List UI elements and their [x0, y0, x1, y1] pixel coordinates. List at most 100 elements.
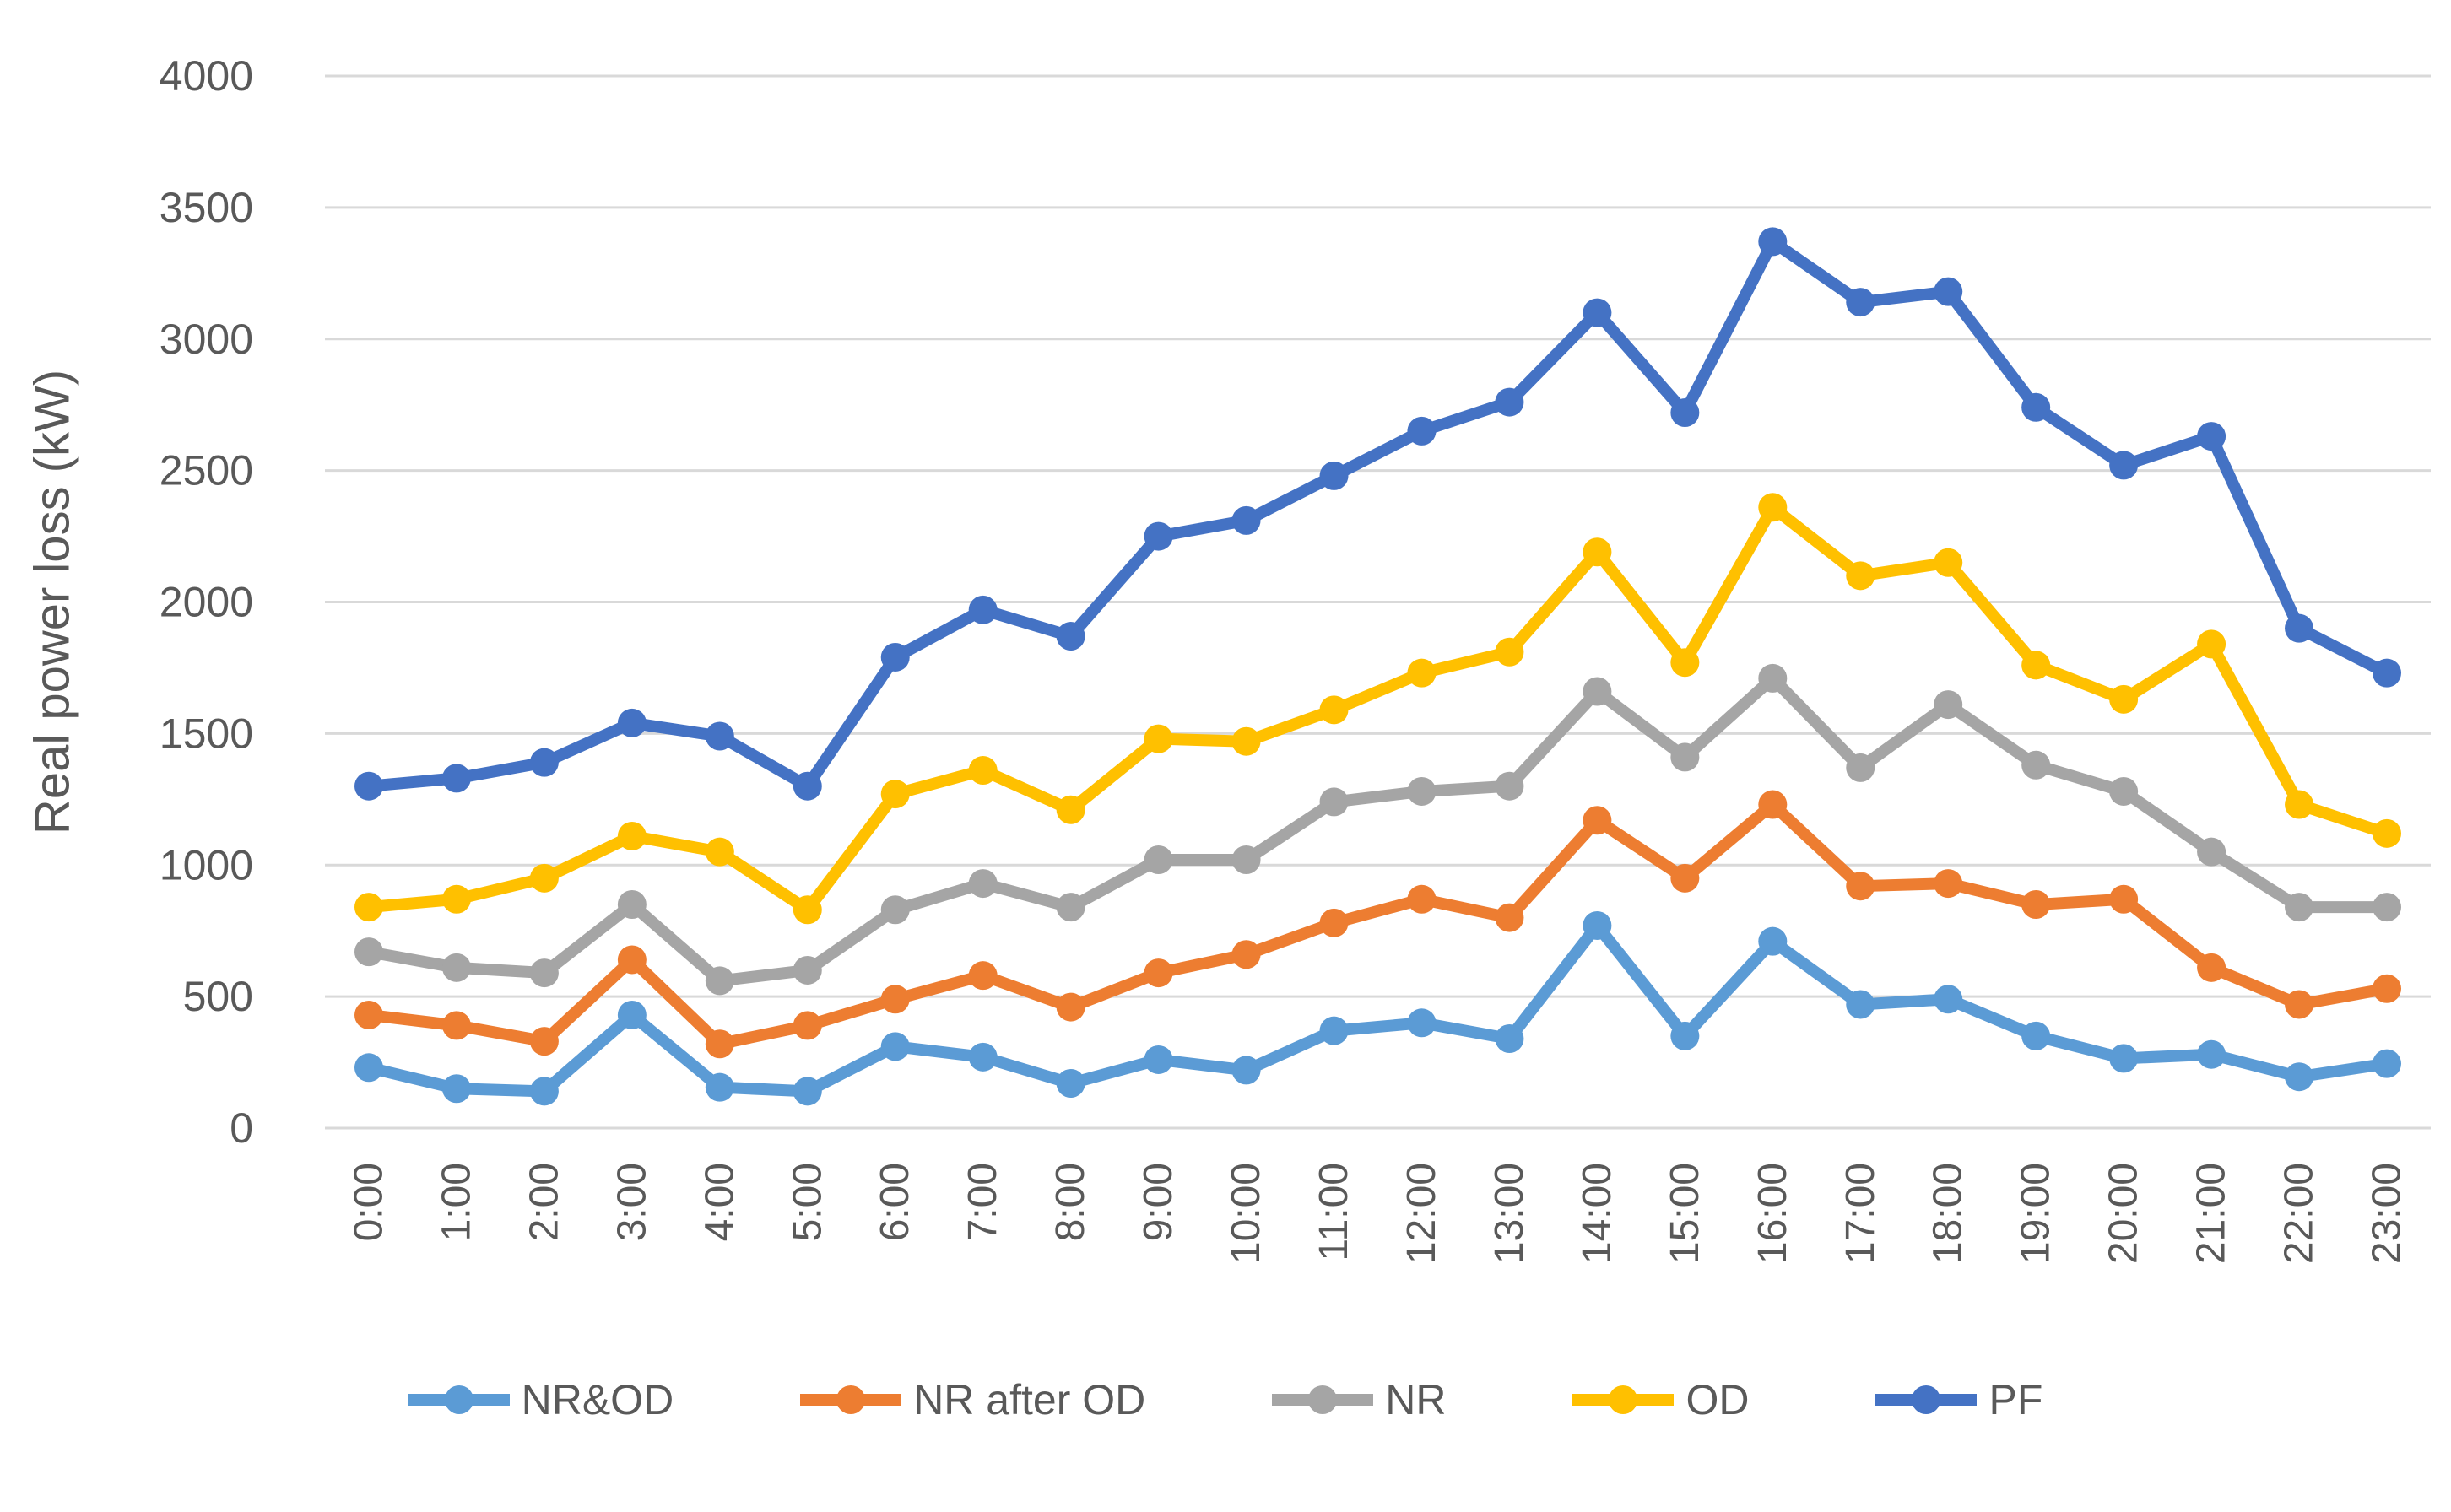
data-point-OD — [441, 884, 471, 914]
data-point-NR — [441, 953, 471, 982]
data-point-PF — [1846, 288, 1875, 317]
x-tick-label: 4:00 — [697, 1163, 742, 1241]
data-point-PF — [1319, 461, 1349, 490]
series-line-NR after OD — [363, 798, 2393, 1050]
data-point-NR after OD — [1670, 863, 1700, 893]
data-point-PF — [2021, 392, 2051, 422]
data-point-NR — [2109, 776, 2139, 806]
legend-marker-NR — [1272, 1385, 1374, 1414]
data-point-NR after OD — [2197, 953, 2226, 982]
data-point-NR — [1144, 845, 1173, 875]
legend-circle-icon — [836, 1385, 866, 1414]
x-tick-label: 20:00 — [2102, 1163, 2146, 1264]
x-tick-label: 0:00 — [347, 1163, 392, 1241]
data-point-NR&OD — [1319, 1016, 1349, 1045]
data-point-OD — [2021, 651, 2051, 680]
y-tick-label: 4000 — [160, 52, 253, 100]
data-point-NR — [1583, 677, 1612, 706]
legend-label-PF: PF — [1988, 1376, 2043, 1423]
data-point-NR — [1056, 893, 1085, 922]
data-point-NR after OD — [441, 1011, 471, 1040]
data-point-NR&OD — [1495, 1024, 1524, 1054]
data-point-PF — [1670, 398, 1700, 428]
data-point-PF — [1934, 277, 1963, 306]
data-point-NR after OD — [2109, 884, 2139, 914]
data-point-NR after OD — [1758, 790, 1788, 819]
legend-circle-icon — [1912, 1385, 1941, 1414]
data-point-NR after OD — [1846, 872, 1875, 901]
x-tick-label: 8:00 — [1048, 1163, 1093, 1241]
data-point-OD — [1495, 637, 1524, 667]
data-point-NR — [793, 955, 822, 985]
data-point-NR after OD — [1583, 806, 1612, 835]
legend-marker-OD — [1572, 1385, 1675, 1414]
x-tick-label: 10:00 — [1224, 1163, 1269, 1264]
x-tick-label: 6:00 — [873, 1163, 917, 1241]
legend-circle-icon — [444, 1385, 473, 1414]
series-line-OD — [363, 501, 2393, 916]
data-point-OD — [1144, 724, 1173, 753]
x-tick-label: 16:00 — [1750, 1163, 1795, 1264]
data-point-NR — [880, 895, 910, 925]
legend: NR&OD NR after OD NR OD PF — [0, 1375, 2451, 1424]
data-point-NR after OD — [617, 945, 647, 975]
y-tick-label: 500 — [183, 973, 253, 1020]
data-point-NR — [1495, 771, 1524, 801]
data-point-NR&OD — [1934, 985, 1963, 1014]
x-tick-label: 13:00 — [1487, 1163, 1532, 1264]
y-tick-label: 0 — [230, 1104, 253, 1152]
data-point-NR after OD — [880, 985, 910, 1014]
data-point-NR — [617, 890, 647, 920]
data-point-OD — [529, 863, 559, 893]
data-point-NR — [1758, 663, 1788, 693]
data-point-NR after OD — [1934, 869, 1963, 899]
data-point-NR&OD — [441, 1074, 471, 1104]
data-point-NR&OD — [1670, 1021, 1700, 1050]
y-tick-label: 3000 — [160, 316, 253, 363]
data-point-NR after OD — [2373, 974, 2401, 1003]
data-point-NR after OD — [1144, 958, 1173, 988]
data-point-PF — [441, 764, 471, 793]
legend-item-PF: PF — [1875, 1375, 2043, 1424]
data-point-NR after OD — [705, 1029, 734, 1059]
data-point-PF — [2285, 613, 2314, 643]
data-point-OD — [1934, 548, 1963, 577]
data-point-NR after OD — [529, 1027, 559, 1056]
x-tick-label: 12:00 — [1399, 1163, 1444, 1264]
data-point-OD — [968, 756, 998, 786]
x-tick-label: 15:00 — [1663, 1163, 1707, 1264]
data-point-NR&OD — [2285, 1062, 2314, 1092]
data-point-OD — [617, 821, 647, 850]
y-tick-label: 3500 — [160, 184, 253, 231]
data-point-NR&OD — [529, 1077, 559, 1106]
x-tick-label: 21:00 — [2189, 1163, 2234, 1264]
data-point-OD — [2373, 818, 2401, 848]
data-point-OD — [1758, 493, 1788, 522]
data-point-PF — [529, 748, 559, 777]
legend-item-NR after OD: NR after OD — [800, 1375, 1145, 1424]
data-point-OD — [1319, 695, 1349, 725]
y-tick-label: 1000 — [160, 841, 253, 888]
data-point-PF — [1144, 521, 1173, 551]
x-tick-label: 2:00 — [522, 1163, 566, 1241]
data-point-NR — [2021, 750, 2051, 780]
data-point-PF — [1758, 227, 1788, 256]
data-point-NR&OD — [880, 1032, 910, 1061]
data-point-PF — [1407, 416, 1437, 446]
data-point-OD — [880, 780, 910, 809]
x-tick-label: 9:00 — [1136, 1163, 1181, 1241]
data-point-NR&OD — [1056, 1069, 1085, 1099]
legend-label-OD: OD — [1685, 1376, 1750, 1423]
legend-circle-icon — [1609, 1385, 1638, 1414]
data-point-OD — [2197, 629, 2226, 659]
data-point-NR after OD — [1495, 903, 1524, 932]
data-point-NR — [2197, 837, 2226, 867]
data-point-NR after OD — [1407, 884, 1437, 914]
data-point-NR&OD — [2109, 1044, 2139, 1073]
data-point-OD — [354, 893, 383, 922]
data-point-NR&OD — [2021, 1021, 2051, 1050]
x-tick-label: 11:00 — [1312, 1163, 1356, 1261]
data-point-NR&OD — [1846, 990, 1875, 1019]
